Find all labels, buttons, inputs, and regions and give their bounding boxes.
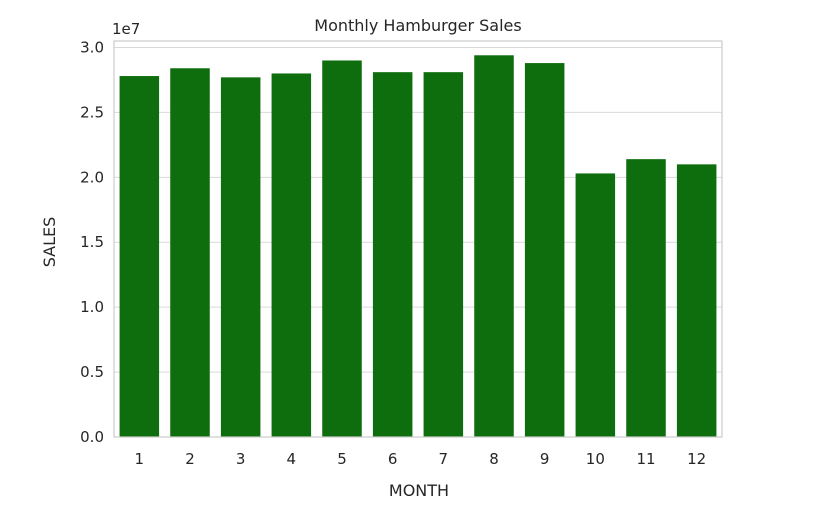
x-tick-label: 9 (540, 450, 550, 468)
plot-frame (113, 40, 723, 438)
chart-title: Monthly Hamburger Sales (314, 16, 521, 35)
bar-month-12 (676, 164, 717, 437)
y-axis-label: SALES (40, 217, 59, 268)
bar-month-8 (474, 55, 514, 437)
x-tick-label: 7 (439, 450, 449, 468)
x-tick-labels: 1 2 3 4 5 6 7 8 9 10 11 12 (135, 450, 707, 468)
y-offset-label: 1e7 (112, 20, 140, 38)
y-tick-label: 1.5 (80, 233, 104, 251)
y-tick-label: 2.5 (80, 103, 104, 121)
x-tick-label: 5 (337, 450, 347, 468)
x-tick-label: 6 (388, 450, 398, 468)
bar-month-7 (423, 72, 464, 438)
x-tick-label: 8 (489, 450, 499, 468)
bar-month-2 (170, 68, 210, 438)
bar-month-11 (626, 159, 666, 437)
x-tick-label: 3 (236, 450, 246, 468)
y-tick-label: 2.0 (80, 168, 104, 186)
y-tick-label: 0.5 (80, 363, 104, 381)
bar-month-1 (119, 76, 160, 438)
x-tick-label: 4 (287, 450, 297, 468)
x-tick-label: 1 (135, 450, 145, 468)
y-tick-labels: 0.0 0.5 1.0 1.5 2.0 2.5 3.0 (80, 38, 104, 446)
x-tick-label: 11 (636, 450, 655, 468)
bars (119, 55, 717, 438)
x-axis-label: MONTH (389, 481, 449, 500)
y-tick-label: 0.0 (80, 428, 104, 446)
x-tick-label: 2 (185, 450, 195, 468)
bar-month-4 (271, 73, 312, 437)
bar-month-10 (575, 173, 616, 437)
bar-month-5 (322, 60, 362, 438)
bar-month-3 (220, 77, 261, 437)
bar-month-6 (372, 72, 413, 438)
grid-lines (114, 46, 722, 438)
y-tick-label: 3.0 (80, 38, 104, 56)
y-tick-label: 1.0 (80, 298, 104, 316)
x-tick-label: 10 (586, 450, 605, 468)
x-tick-label: 12 (687, 450, 706, 468)
bar-month-9 (524, 63, 565, 437)
